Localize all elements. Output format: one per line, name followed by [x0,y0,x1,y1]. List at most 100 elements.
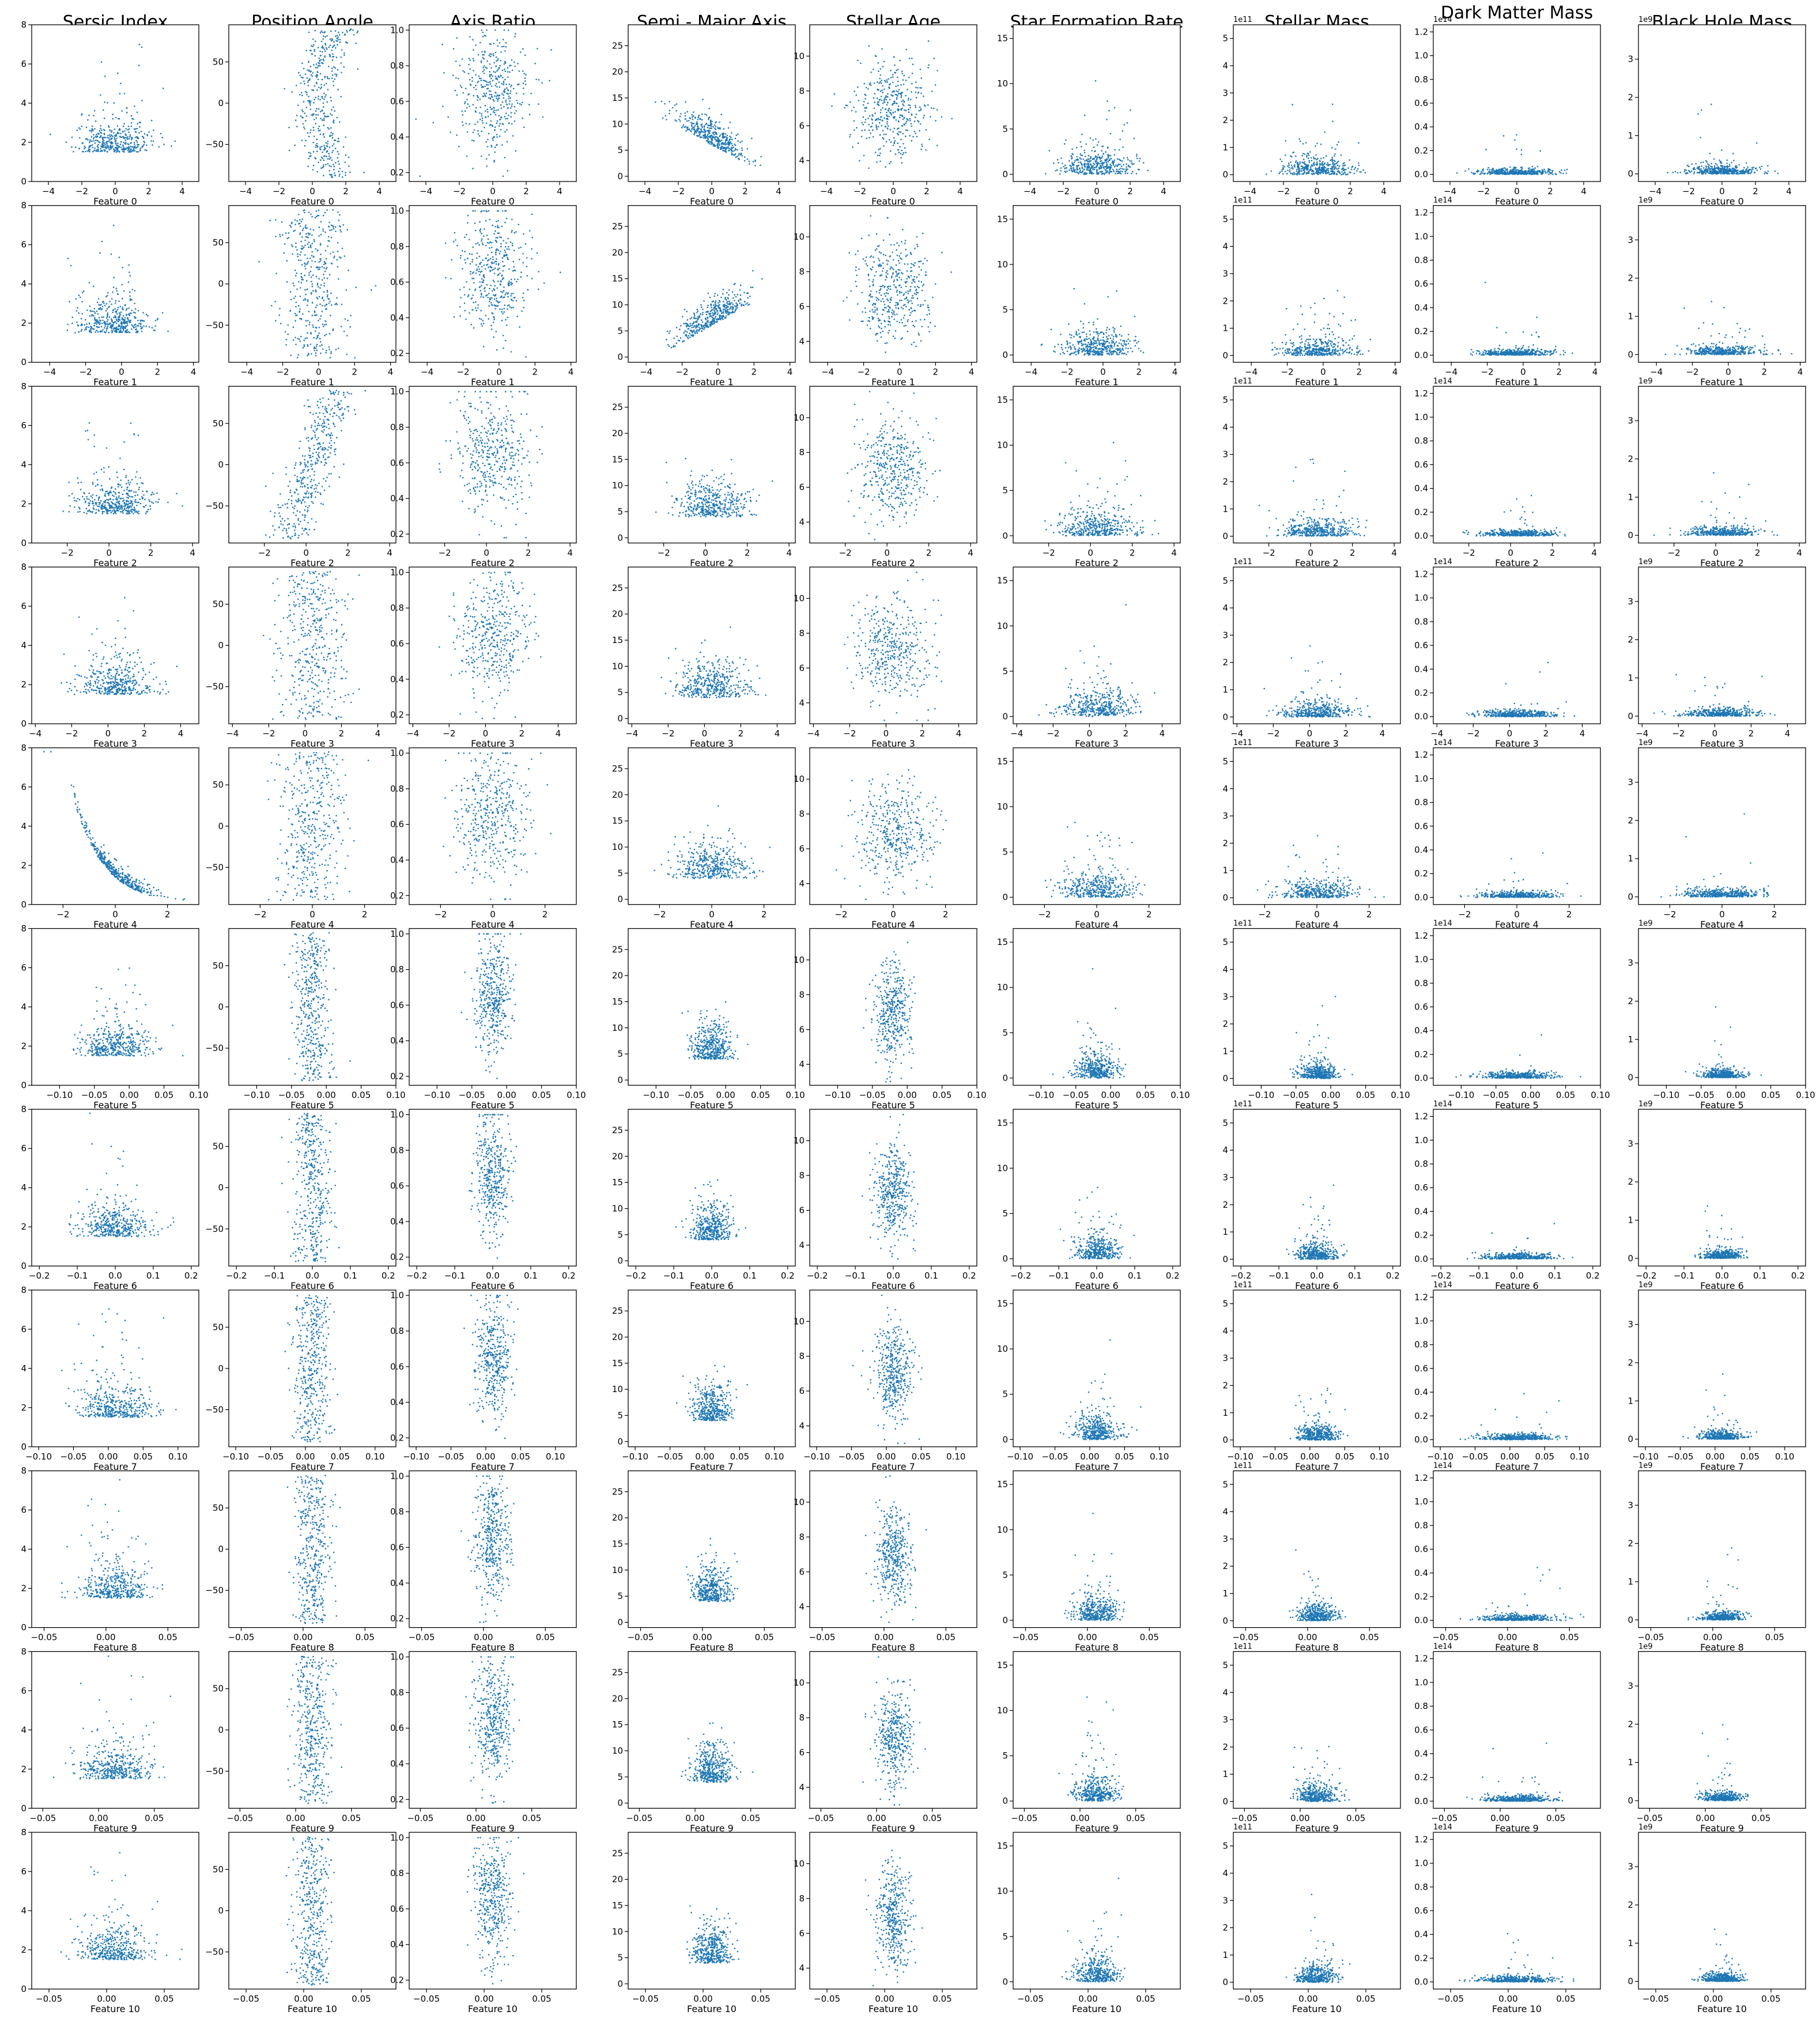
point [894,65,896,66]
y-tick-label: 0.4 [390,132,404,142]
point [131,115,133,117]
point [124,130,126,132]
point [522,118,523,119]
point [462,121,463,123]
point [346,31,348,33]
point [334,139,335,141]
point [345,161,346,163]
y-tick-label: 0.2 [390,168,404,178]
point [882,85,883,87]
point [466,107,468,109]
point [100,125,102,127]
point [517,84,519,85]
point [719,136,720,138]
point [731,150,732,152]
point [509,65,511,67]
point [94,128,96,130]
point [514,36,516,37]
point [326,156,327,157]
point [313,89,315,91]
point [79,137,81,139]
point [321,86,323,88]
point [709,130,711,132]
point [163,88,164,89]
point [505,42,507,44]
point [509,93,511,94]
point [129,128,130,130]
point [728,150,730,152]
point [322,97,323,99]
point [874,82,875,84]
point [737,156,738,158]
point [163,143,165,145]
point [320,134,322,135]
point [689,129,690,131]
point [479,99,481,100]
point [686,120,688,122]
point [716,136,718,138]
point [104,143,106,145]
point [515,110,517,112]
point [516,93,518,94]
point [490,145,492,146]
point [333,143,335,145]
point [308,152,310,153]
point [141,100,143,101]
point [493,107,495,109]
point [327,143,328,145]
point [117,149,119,151]
point [130,146,131,148]
point [728,148,730,149]
point [328,153,330,154]
point [481,156,482,157]
point [143,138,145,139]
point [480,78,482,80]
point [493,53,494,55]
point [363,172,365,173]
point [66,141,67,143]
point [479,42,481,44]
point [511,123,513,125]
point [310,153,312,154]
point [313,127,315,128]
point [312,72,314,74]
point [889,99,891,100]
point [499,86,501,88]
point [337,37,339,39]
point [708,130,709,131]
point [349,30,351,32]
point [890,77,892,79]
point [473,140,475,142]
point [711,143,713,145]
point [327,127,328,128]
point [732,146,734,148]
point [151,120,153,122]
point [326,35,328,37]
point [493,99,494,101]
point [494,71,496,73]
point [504,157,506,158]
point [110,148,112,150]
point [754,165,756,167]
point [330,56,331,58]
point [692,116,693,118]
point [299,94,301,96]
point [473,132,474,134]
point [73,151,74,153]
point [718,148,719,149]
point [158,146,160,148]
point [683,124,685,126]
x-tick-label: 0 [112,186,118,196]
point [473,70,474,71]
point [499,67,500,69]
point [95,120,97,122]
point [171,145,172,147]
point [511,85,512,86]
point [323,59,324,61]
point [493,160,495,161]
y-tick-label: 4 [21,98,27,108]
point [323,145,325,146]
point [329,146,331,148]
point [85,151,86,153]
